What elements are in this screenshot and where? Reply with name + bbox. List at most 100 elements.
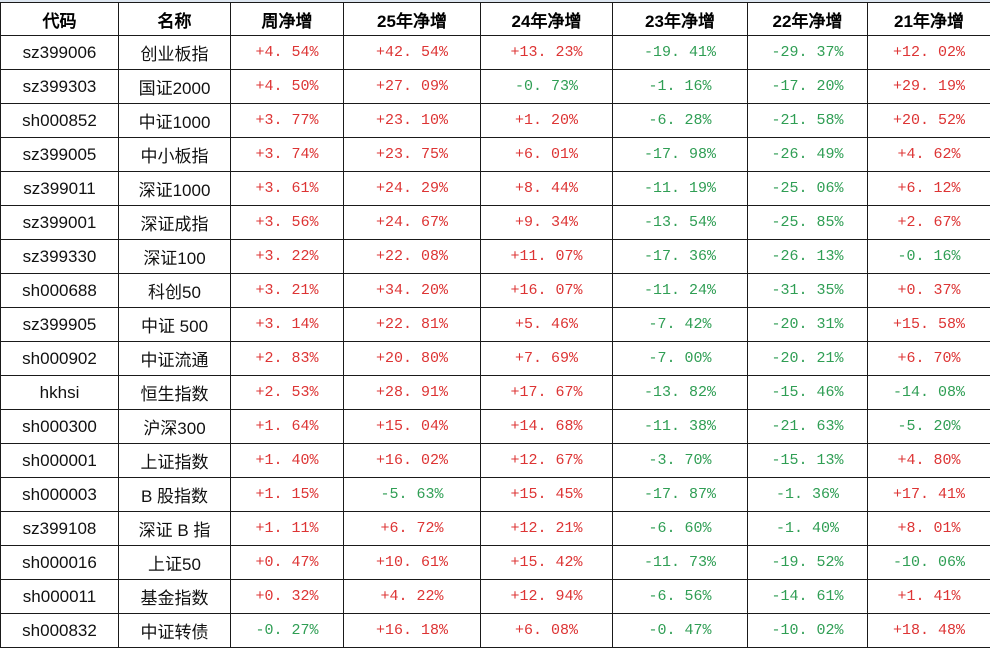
value-cell[interactable]: +4. 50% xyxy=(230,69,344,104)
value-cell[interactable]: -26. 49% xyxy=(747,137,868,172)
value-cell[interactable]: +1. 15% xyxy=(230,477,344,512)
value-cell[interactable]: -0. 27% xyxy=(230,613,344,648)
value-cell[interactable]: +15. 45% xyxy=(480,477,613,512)
value-cell[interactable]: +42. 54% xyxy=(343,35,481,70)
value-cell[interactable]: +1. 11% xyxy=(230,511,344,546)
code-cell[interactable]: sz399108 xyxy=(0,511,119,546)
name-cell[interactable]: 创业板指 xyxy=(118,35,231,70)
value-cell[interactable]: +15. 04% xyxy=(343,409,481,444)
value-cell[interactable]: +6. 70% xyxy=(867,341,990,376)
value-cell[interactable]: -10. 06% xyxy=(867,545,990,580)
name-cell[interactable]: 上证50 xyxy=(118,545,231,580)
code-cell[interactable]: sh000902 xyxy=(0,341,119,376)
value-cell[interactable]: +4. 22% xyxy=(343,579,481,614)
name-cell[interactable]: B 股指数 xyxy=(118,477,231,512)
value-cell[interactable]: +3. 21% xyxy=(230,273,344,308)
name-cell[interactable]: 深证成指 xyxy=(118,205,231,240)
value-cell[interactable]: -21. 58% xyxy=(747,103,868,138)
name-cell[interactable]: 中证 500 xyxy=(118,307,231,342)
value-cell[interactable]: +16. 18% xyxy=(343,613,481,648)
value-cell[interactable]: +12. 21% xyxy=(480,511,613,546)
value-cell[interactable]: +4. 62% xyxy=(867,137,990,172)
value-cell[interactable]: +28. 91% xyxy=(343,375,481,410)
value-cell[interactable]: -13. 54% xyxy=(612,205,748,240)
value-cell[interactable]: -13. 82% xyxy=(612,375,748,410)
value-cell[interactable]: -31. 35% xyxy=(747,273,868,308)
value-cell[interactable]: +11. 07% xyxy=(480,239,613,274)
value-cell[interactable]: +20. 52% xyxy=(867,103,990,138)
value-cell[interactable]: +8. 01% xyxy=(867,511,990,546)
value-cell[interactable]: +1. 41% xyxy=(867,579,990,614)
value-cell[interactable]: +18. 48% xyxy=(867,613,990,648)
value-cell[interactable]: +17. 41% xyxy=(867,477,990,512)
value-cell[interactable]: +3. 22% xyxy=(230,239,344,274)
value-cell[interactable]: +2. 83% xyxy=(230,341,344,376)
value-cell[interactable]: -17. 36% xyxy=(612,239,748,274)
code-cell[interactable]: sh000001 xyxy=(0,443,119,478)
name-cell[interactable]: 沪深300 xyxy=(118,409,231,444)
value-cell[interactable]: +12. 67% xyxy=(480,443,613,478)
name-cell[interactable]: 深证 B 指 xyxy=(118,511,231,546)
value-cell[interactable]: -7. 42% xyxy=(612,307,748,342)
value-cell[interactable]: -17. 20% xyxy=(747,69,868,104)
value-cell[interactable]: +8. 44% xyxy=(480,171,613,206)
value-cell[interactable]: +16. 07% xyxy=(480,273,613,308)
name-cell[interactable]: 深证1000 xyxy=(118,171,231,206)
value-cell[interactable]: +2. 53% xyxy=(230,375,344,410)
code-cell[interactable]: sz399006 xyxy=(0,35,119,70)
value-cell[interactable]: +0. 47% xyxy=(230,545,344,580)
value-cell[interactable]: +2. 67% xyxy=(867,205,990,240)
value-cell[interactable]: +23. 75% xyxy=(343,137,481,172)
value-cell[interactable]: +17. 67% xyxy=(480,375,613,410)
value-cell[interactable]: +3. 56% xyxy=(230,205,344,240)
column-header-4[interactable]: 25年净增 xyxy=(343,2,481,36)
value-cell[interactable]: +27. 09% xyxy=(343,69,481,104)
value-cell[interactable]: +5. 46% xyxy=(480,307,613,342)
value-cell[interactable]: +0. 32% xyxy=(230,579,344,614)
value-cell[interactable]: +20. 80% xyxy=(343,341,481,376)
value-cell[interactable]: -11. 73% xyxy=(612,545,748,580)
value-cell[interactable]: +22. 08% xyxy=(343,239,481,274)
value-cell[interactable]: +10. 61% xyxy=(343,545,481,580)
code-cell[interactable]: sz399011 xyxy=(0,171,119,206)
name-cell[interactable]: 深证100 xyxy=(118,239,231,274)
value-cell[interactable]: -15. 46% xyxy=(747,375,868,410)
value-cell[interactable]: +6. 01% xyxy=(480,137,613,172)
column-header-1[interactable]: 代码 xyxy=(0,2,119,36)
code-cell[interactable]: sh000003 xyxy=(0,477,119,512)
value-cell[interactable]: +24. 29% xyxy=(343,171,481,206)
column-header-2[interactable]: 名称 xyxy=(118,2,231,36)
name-cell[interactable]: 中证流通 xyxy=(118,341,231,376)
column-header-8[interactable]: 21年净增 xyxy=(867,2,990,36)
value-cell[interactable]: -17. 87% xyxy=(612,477,748,512)
value-cell[interactable]: -6. 56% xyxy=(612,579,748,614)
value-cell[interactable]: +12. 94% xyxy=(480,579,613,614)
value-cell[interactable]: -20. 21% xyxy=(747,341,868,376)
value-cell[interactable]: -6. 60% xyxy=(612,511,748,546)
value-cell[interactable]: -0. 47% xyxy=(612,613,748,648)
value-cell[interactable]: -26. 13% xyxy=(747,239,868,274)
value-cell[interactable]: -6. 28% xyxy=(612,103,748,138)
value-cell[interactable]: +1. 64% xyxy=(230,409,344,444)
value-cell[interactable]: -5. 63% xyxy=(343,477,481,512)
name-cell[interactable]: 科创50 xyxy=(118,273,231,308)
value-cell[interactable]: -25. 06% xyxy=(747,171,868,206)
value-cell[interactable]: +29. 19% xyxy=(867,69,990,104)
value-cell[interactable]: +6. 08% xyxy=(480,613,613,648)
code-cell[interactable]: sz399330 xyxy=(0,239,119,274)
value-cell[interactable]: +6. 12% xyxy=(867,171,990,206)
value-cell[interactable]: -0. 16% xyxy=(867,239,990,274)
value-cell[interactable]: +3. 74% xyxy=(230,137,344,172)
value-cell[interactable]: +15. 42% xyxy=(480,545,613,580)
value-cell[interactable]: -14. 08% xyxy=(867,375,990,410)
value-cell[interactable]: -11. 24% xyxy=(612,273,748,308)
value-cell[interactable]: +3. 77% xyxy=(230,103,344,138)
name-cell[interactable]: 恒生指数 xyxy=(118,375,231,410)
value-cell[interactable]: +4. 54% xyxy=(230,35,344,70)
value-cell[interactable]: -11. 38% xyxy=(612,409,748,444)
value-cell[interactable]: +34. 20% xyxy=(343,273,481,308)
name-cell[interactable]: 基金指数 xyxy=(118,579,231,614)
column-header-5[interactable]: 24年净增 xyxy=(480,2,613,36)
value-cell[interactable]: -10. 02% xyxy=(747,613,868,648)
value-cell[interactable]: -20. 31% xyxy=(747,307,868,342)
